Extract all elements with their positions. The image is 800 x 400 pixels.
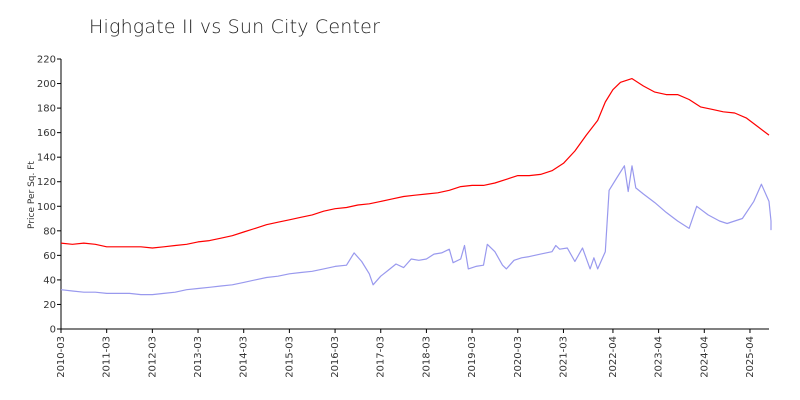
x-tick-label: 2021-03 bbox=[558, 336, 569, 378]
y-tick-label: 160 bbox=[37, 128, 56, 139]
series-lines bbox=[60, 78, 772, 296]
x-tick-label: 2012-03 bbox=[147, 336, 158, 378]
series-line-2 bbox=[60, 165, 772, 296]
y-tick-label: 140 bbox=[37, 153, 56, 164]
x-tick-label: 2015-03 bbox=[284, 336, 295, 378]
y-tick-label: 0 bbox=[50, 325, 56, 336]
x-tick-label: 2016-03 bbox=[330, 336, 341, 378]
y-tick-label: 60 bbox=[43, 251, 56, 262]
chart-title: Highgate II vs Sun City Center bbox=[89, 16, 381, 38]
series-line-1 bbox=[60, 78, 770, 249]
x-tick-label: 2013-03 bbox=[193, 336, 204, 378]
x-tick-label: 2025-04 bbox=[745, 336, 756, 378]
x-tick-label: 2010-03 bbox=[56, 336, 67, 378]
x-tick-label: 2022-04 bbox=[608, 336, 619, 378]
x-tick-label: 2020-03 bbox=[513, 336, 524, 378]
x-axis: 2010-03 2011-03 2012-03 2013-03 2014-03 2015-… bbox=[56, 328, 769, 378]
y-tick-label: 180 bbox=[37, 104, 56, 115]
x-tick-label: 2024-04 bbox=[699, 336, 710, 378]
y-tick-label: 20 bbox=[43, 300, 56, 311]
y-tick-label: 80 bbox=[43, 226, 56, 237]
y-tick-label: 200 bbox=[37, 79, 56, 90]
y-tick-label: 220 bbox=[37, 55, 56, 66]
x-tick-label: 2019-03 bbox=[467, 336, 478, 378]
y-axis-label: Price Per Sq. Ft bbox=[27, 161, 37, 229]
y-tick-label: 40 bbox=[43, 275, 56, 286]
y-tick-label: 120 bbox=[37, 177, 56, 188]
x-tick-label: 2014-03 bbox=[239, 336, 250, 378]
x-tick-label: 2011-03 bbox=[102, 336, 113, 378]
y-tick-label: 100 bbox=[37, 202, 56, 213]
x-tick-label: 2018-03 bbox=[421, 336, 432, 378]
x-tick-label: 2017-03 bbox=[376, 336, 387, 378]
x-tick-label: 2023-04 bbox=[654, 336, 665, 378]
y-axis: 0 20 40 60 80 100 120 140 160 180 200 220 bbox=[37, 55, 62, 336]
